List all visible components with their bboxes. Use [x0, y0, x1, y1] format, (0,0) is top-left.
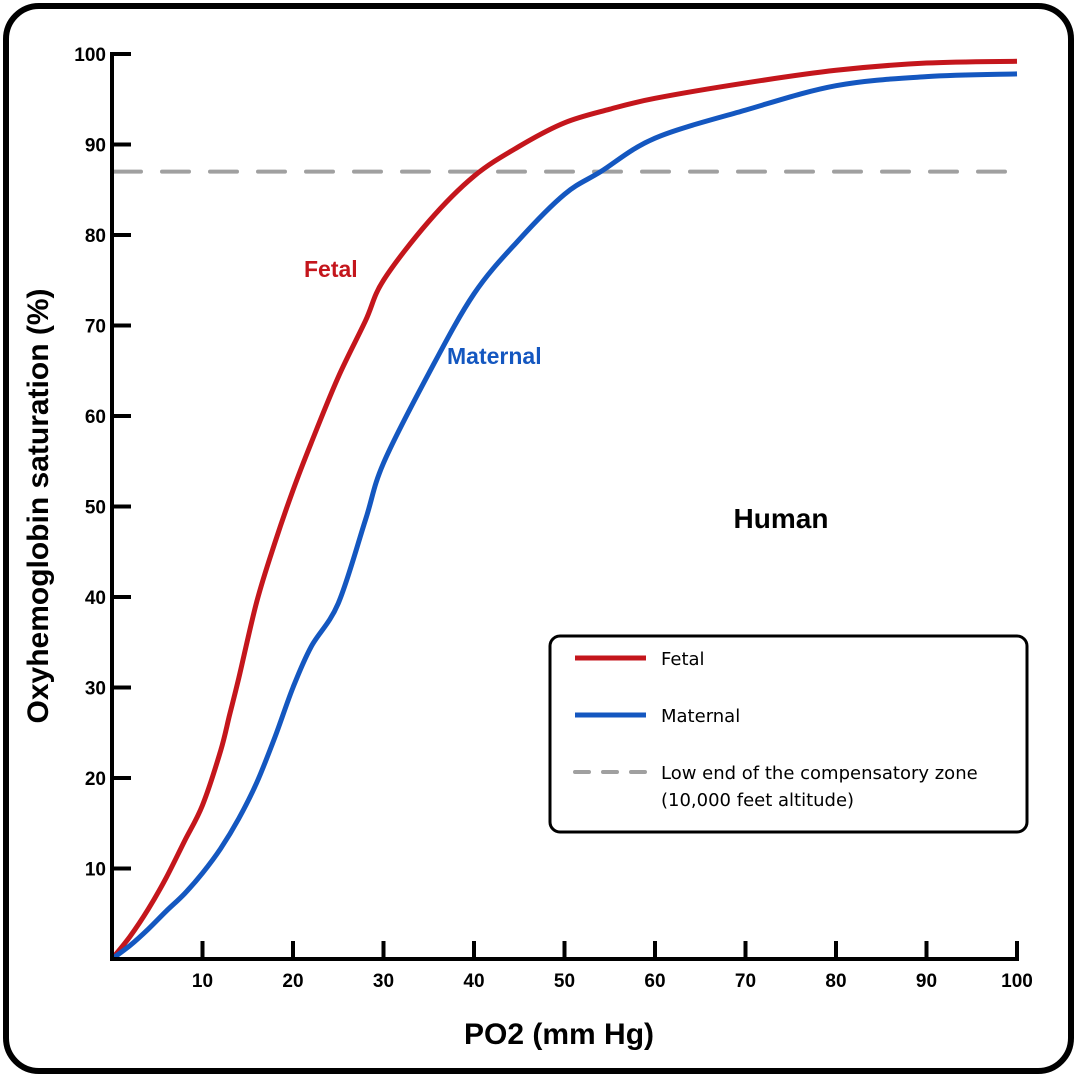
y-tick-label: 60: [85, 407, 106, 428]
y-tick-label: 20: [85, 769, 106, 790]
x-tick-label: 10: [192, 971, 213, 992]
y-tick-label: 100: [74, 45, 106, 66]
series-line-fetal: [110, 58, 1018, 961]
legend-label-compensatory-zone-line2: (10,000 feet altitude): [661, 790, 854, 811]
x-tick-label: 50: [554, 971, 575, 992]
legend-label-fetal: Fetal: [661, 649, 705, 670]
y-tick-label: 30: [85, 679, 106, 700]
y-tick-label: 50: [85, 498, 106, 519]
legend-label-maternal: Maternal: [661, 706, 740, 727]
y-tick-label: 10: [85, 860, 106, 881]
legend: Fetal Maternal Low end of the compensato…: [548, 634, 1029, 834]
annotation-human: Human: [734, 503, 829, 534]
legend-box: [548, 634, 1029, 834]
y-tick-label: 80: [85, 226, 106, 247]
x-tick-label: 80: [825, 971, 846, 992]
curve-label-fetal: Fetal: [304, 256, 358, 282]
x-tick-label: 30: [373, 971, 394, 992]
x-axis-title: PO2 (mm Hg): [464, 1018, 654, 1051]
series-line-maternal: [110, 71, 1018, 962]
y-axis-title: Oxyhemoglobin saturation (%): [22, 288, 55, 723]
x-tick-label: 40: [463, 971, 484, 992]
x-tick-label: 90: [916, 971, 937, 992]
legend-label-compensatory-zone-line1: Low end of the compensatory zone: [661, 763, 978, 784]
y-tick-label: 90: [85, 136, 106, 157]
y-tick-label: 40: [85, 588, 106, 609]
x-tick-label: 20: [282, 971, 303, 992]
x-tick-label: 70: [735, 971, 756, 992]
x-tick-label: 60: [644, 971, 665, 992]
curve-label-maternal: Maternal: [447, 343, 542, 369]
x-tick-label: 100: [1001, 971, 1033, 992]
y-tick-label: 70: [85, 317, 106, 338]
